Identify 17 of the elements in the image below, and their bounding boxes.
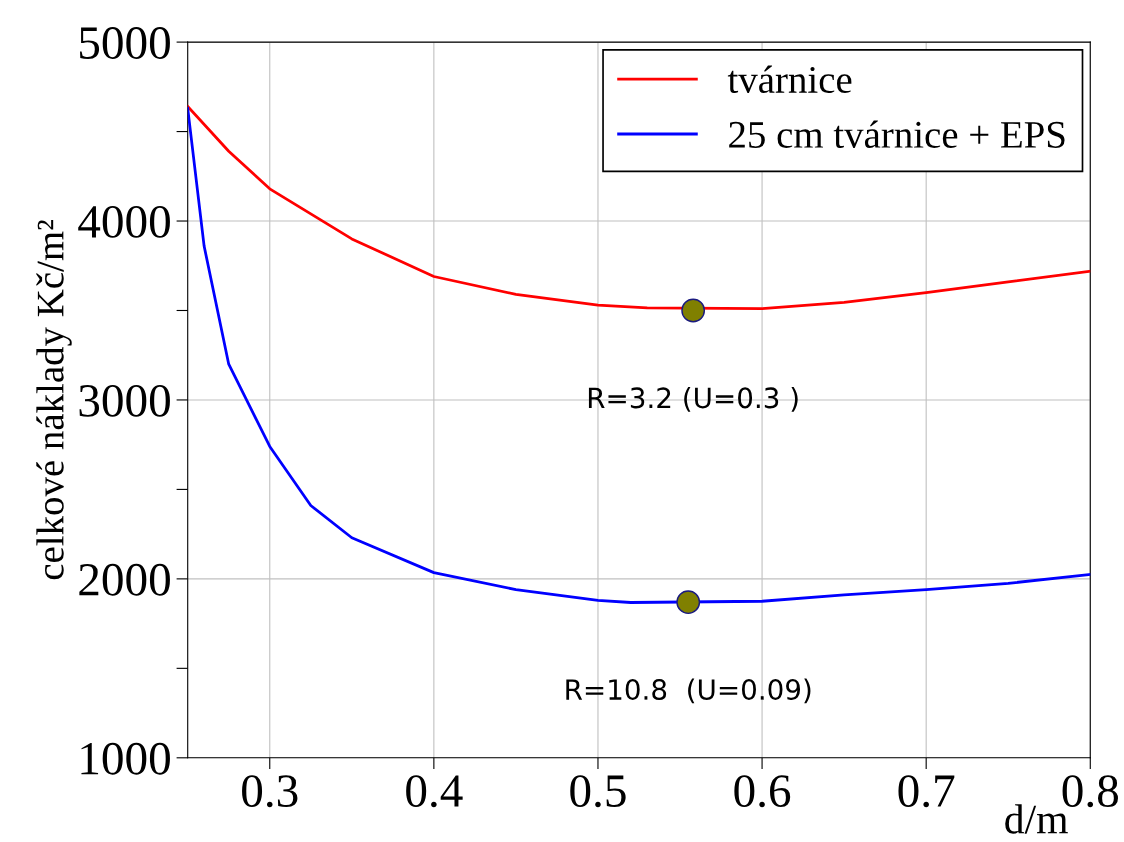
y-tick-label: 1000: [81, 742, 170, 775]
annotation: R=3.2 (U=0.3 ): [588, 386, 798, 412]
legend-label: tvárnice: [727, 65, 852, 94]
line-series: [187, 105, 1091, 311]
line-series: [187, 106, 1091, 604]
y-tick-label: 4000: [78, 206, 170, 238]
annotation: R=10.8 (U=0.09): [566, 678, 811, 704]
y-tick-label: 3000: [79, 384, 170, 417]
x-tick-label: 0.5: [570, 775, 626, 808]
x-tick-label: 0.7: [898, 775, 955, 808]
x-tick-label: 0.4: [406, 775, 463, 808]
x-tick-label: 0.3: [242, 775, 298, 808]
y-axis-title: celkové náklady Kč/m²: [36, 220, 72, 580]
y-tick-label: 5000: [80, 27, 170, 59]
legend-label: 25 cm tvárnice + EPS: [729, 120, 1065, 148]
x-tick-label: 0.6: [734, 775, 791, 808]
y-tick-label: 2000: [79, 563, 170, 596]
